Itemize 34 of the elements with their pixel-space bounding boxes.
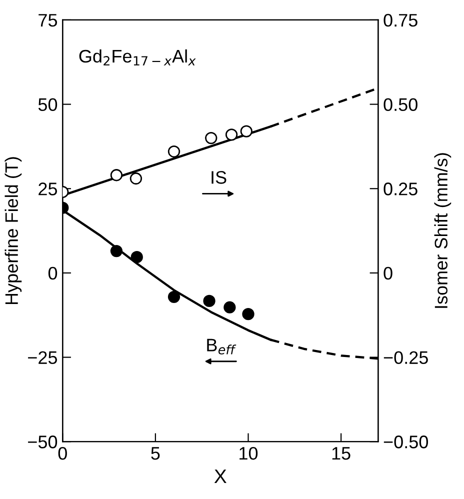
y-tick-label: −50 (28, 436, 58, 448)
point (242, 308, 254, 320)
point (224, 301, 236, 314)
y2-tick-label: −0.25 (384, 351, 428, 364)
point (168, 290, 180, 303)
y2-tick-label: −0.50 (384, 436, 428, 448)
point (130, 251, 143, 264)
point (168, 145, 180, 158)
point (225, 128, 238, 141)
series-label: IS (212, 171, 226, 184)
y2-tick-label: 0.25 (384, 182, 418, 196)
x-tick-label: 15 (332, 447, 350, 460)
y2-tick-label: 0.50 (384, 98, 418, 112)
x-tick-label: 0 (58, 446, 67, 460)
y2-axis-title: Isomer Shift (mm/s) (434, 153, 452, 308)
point (205, 132, 218, 144)
point (110, 244, 123, 258)
x-axis-title: X (214, 470, 226, 483)
text: Gd$_{2}$Fe$_{17−x}$Al$_{x}$ (79, 49, 196, 66)
y-tick-label: 75 (38, 14, 58, 27)
x-tick-label: 5 (151, 447, 160, 460)
point (130, 172, 142, 185)
y-tick-label: 0 (48, 266, 58, 280)
y-tick-label: −25 (28, 351, 58, 364)
x-tick-label: 10 (240, 446, 258, 460)
y2-tick-label: 0.75 (384, 14, 418, 27)
y-axis-title: Hyperfine Field (T) (4, 157, 22, 304)
y-tick-label: 25 (38, 182, 58, 196)
series-label: B$_{eff}$ (207, 338, 236, 354)
point (240, 125, 252, 138)
y-tick-label: 50 (38, 98, 58, 112)
point (203, 294, 216, 308)
point (110, 169, 123, 182)
y2-tick-label: 0 (384, 266, 392, 280)
